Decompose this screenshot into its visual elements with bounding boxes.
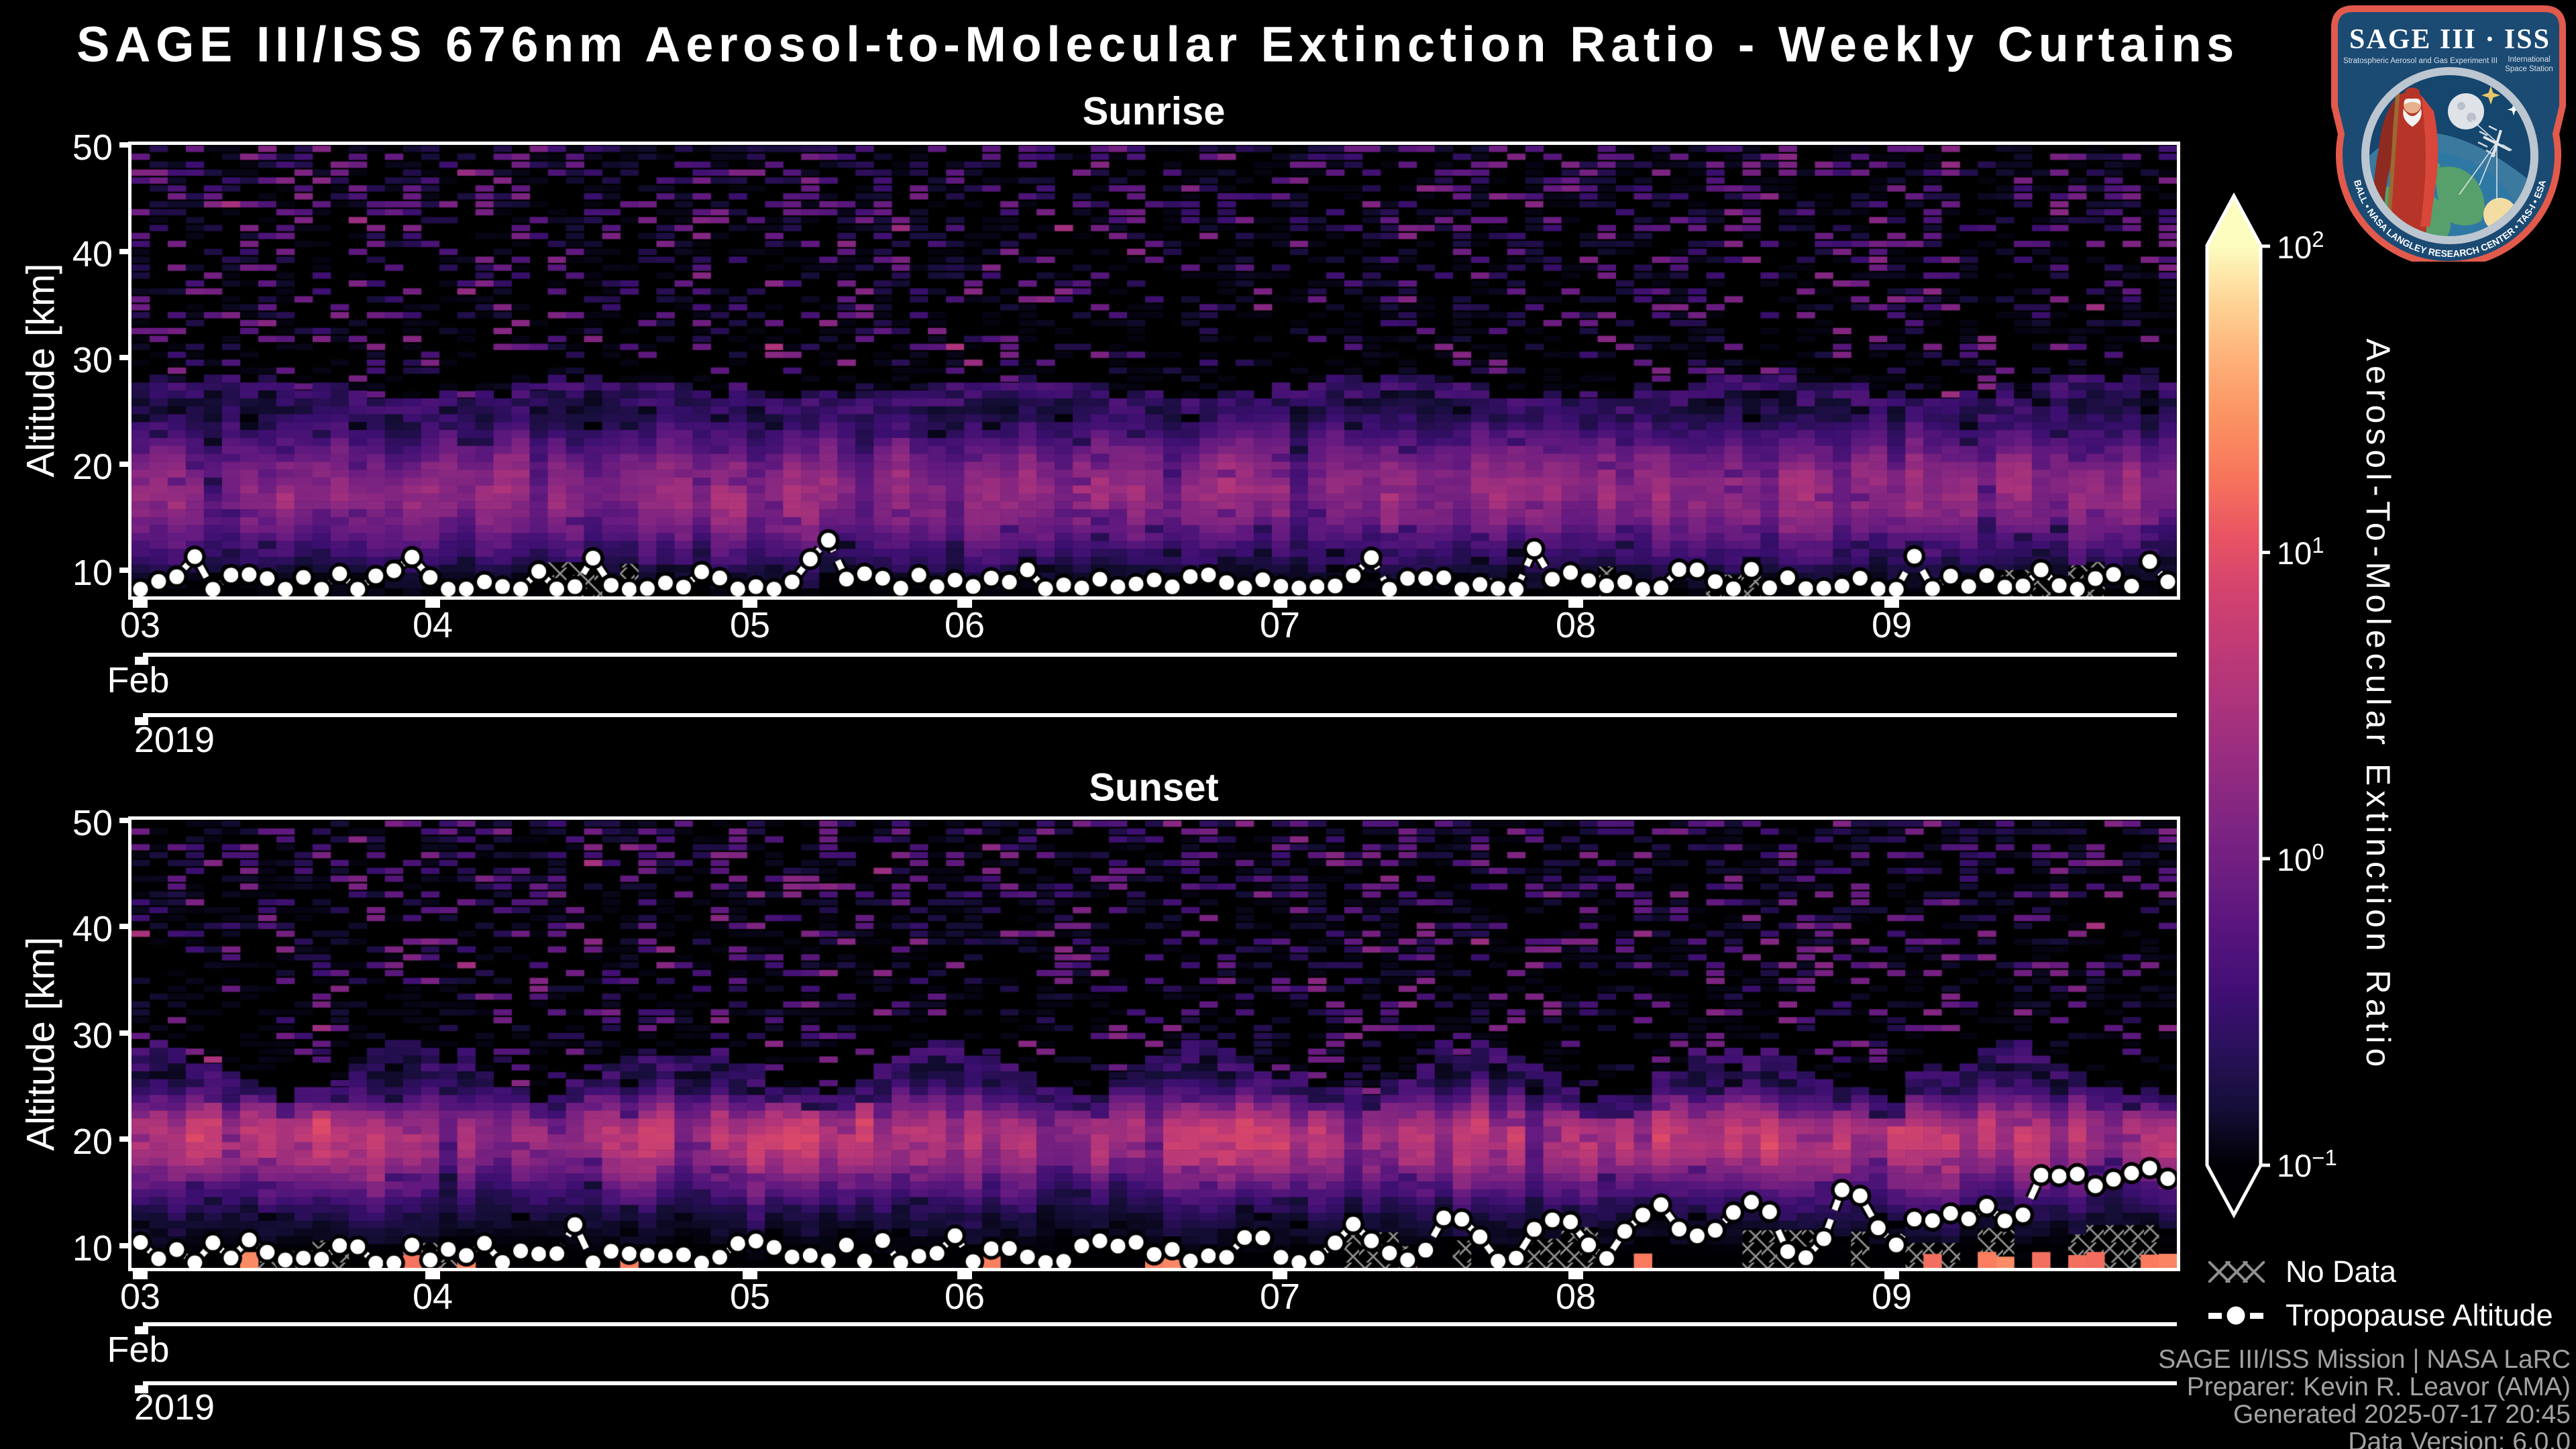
svg-text:International: International [2508,56,2550,64]
svg-text:Space Station: Space Station [2505,65,2553,73]
svg-text:Stratospheric Aerosol and Gas: Stratospheric Aerosol and Gas Experiment… [2343,57,2498,65]
svg-text:SAGE III · ISS: SAGE III · ISS [2349,24,2551,55]
